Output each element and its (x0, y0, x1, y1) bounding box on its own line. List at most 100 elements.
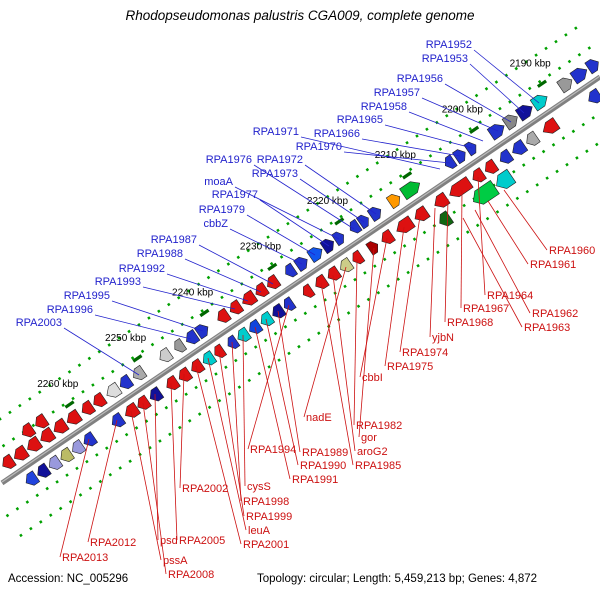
gene-arrow[interactable] (174, 337, 188, 353)
gene-label[interactable]: RPA1982 (356, 420, 402, 432)
gene-arrow[interactable] (381, 228, 396, 245)
gene-label[interactable]: RPA1998 (243, 496, 289, 508)
gene-arrow[interactable] (584, 59, 599, 75)
gene-arrow[interactable] (217, 307, 232, 323)
gene-arrow[interactable] (283, 296, 297, 311)
gene-label[interactable]: RPA1988 (137, 248, 183, 260)
gene-arrow[interactable] (81, 399, 97, 415)
gene-arrow[interactable] (22, 422, 37, 438)
gene-label[interactable]: RPA1995 (64, 290, 110, 302)
gene-arrow[interactable] (319, 238, 334, 255)
gene-label[interactable]: RPA1993 (95, 276, 141, 288)
gene-label[interactable]: moaA (204, 176, 233, 188)
gene-label[interactable]: RPA1999 (246, 511, 292, 523)
gene-label[interactable]: cbbI (362, 372, 383, 384)
gene-arrow[interactable] (37, 462, 52, 478)
gene-arrow[interactable] (501, 114, 518, 131)
gene-arrow[interactable] (125, 401, 142, 418)
gene-arrow[interactable] (137, 394, 152, 410)
gene-arrow[interactable] (133, 364, 148, 381)
gene-arrow[interactable] (293, 256, 308, 273)
gene-arrow[interactable] (48, 454, 64, 470)
gene-arrow[interactable] (260, 310, 276, 327)
gene-arrow[interactable] (35, 413, 50, 429)
gene-label[interactable]: RPA1966 (314, 128, 360, 140)
gene-arrow[interactable] (349, 218, 363, 234)
gene-arrow[interactable] (66, 408, 83, 425)
gene-arrow[interactable] (249, 318, 264, 334)
gene-label[interactable]: RPA1958 (361, 101, 407, 113)
gene-label[interactable]: RPA1974 (402, 347, 448, 359)
gene-label[interactable]: RPA1976 (206, 154, 252, 166)
gene-arrow[interactable] (399, 181, 421, 201)
gene-label[interactable]: yjbN (432, 332, 454, 344)
gene-arrow[interactable] (444, 154, 458, 169)
gene-label[interactable]: RPA2008 (168, 569, 214, 581)
gene-label[interactable]: aroG2 (357, 446, 388, 458)
gene-arrow[interactable] (191, 358, 206, 374)
gene-arrow[interactable] (473, 179, 500, 205)
gene-arrow[interactable] (202, 350, 218, 366)
gene-label[interactable]: RPA1989 (302, 447, 348, 459)
gene-arrow[interactable] (315, 273, 330, 290)
gene-arrow[interactable] (588, 87, 600, 104)
gene-arrow[interactable] (60, 446, 75, 463)
gene-arrow[interactable] (178, 366, 194, 382)
gene-arrow[interactable] (569, 67, 588, 85)
gene-arrow[interactable] (159, 346, 174, 363)
gene-arrow[interactable] (186, 328, 201, 345)
gene-label[interactable]: RPA1962 (532, 308, 578, 320)
gene-label[interactable]: cysS (247, 481, 271, 493)
gene-label[interactable]: RPA1964 (487, 290, 533, 302)
gene-arrow[interactable] (327, 265, 343, 281)
gene-label[interactable]: RPA1970 (296, 141, 342, 153)
gene-label[interactable]: RPA1953 (422, 53, 468, 65)
gene-arrow[interactable] (331, 231, 344, 247)
gene-arrow[interactable] (40, 426, 57, 443)
gene-label[interactable]: psd (160, 535, 178, 547)
gene-arrow[interactable] (111, 411, 127, 428)
gene-arrow[interactable] (255, 281, 270, 298)
gene-label[interactable]: leuA (248, 525, 271, 537)
gene-arrow[interactable] (237, 326, 252, 342)
gene-label[interactable]: RPA1996 (47, 304, 93, 316)
gene-label[interactable]: RPA1977 (212, 189, 258, 201)
gene-arrow[interactable] (414, 205, 431, 222)
gene-arrow[interactable] (439, 210, 455, 227)
gene-label[interactable]: RPA1972 (257, 154, 303, 166)
gene-arrow[interactable] (484, 158, 500, 174)
gene-label[interactable]: RPA1992 (119, 263, 165, 275)
gene-arrow[interactable] (267, 273, 282, 290)
gene-label[interactable]: RPA2012 (90, 537, 136, 549)
gene-label[interactable]: RPA1968 (447, 317, 493, 329)
gene-arrow[interactable] (285, 262, 299, 278)
gene-label[interactable]: RPA1994 (250, 444, 296, 456)
gene-arrow[interactable] (149, 386, 165, 402)
gene-arrow[interactable] (53, 417, 70, 434)
gene-label[interactable]: RPA1991 (292, 474, 338, 486)
gene-label[interactable]: gor (361, 432, 377, 444)
gene-label[interactable]: RPA1961 (530, 259, 576, 271)
gene-arrow[interactable] (486, 124, 505, 141)
gene-label[interactable]: RPA1985 (355, 460, 401, 472)
gene-arrow[interactable] (93, 391, 108, 408)
gene-arrow[interactable] (365, 241, 379, 256)
gene-arrow[interactable] (72, 438, 87, 455)
gene-arrow[interactable] (449, 176, 474, 198)
gene-arrow[interactable] (83, 431, 99, 447)
gene-label[interactable]: RPA2002 (182, 483, 228, 495)
gene-label[interactable]: RPA1987 (151, 234, 197, 246)
gene-label[interactable]: RPA1973 (252, 168, 298, 180)
gene-label[interactable]: RPA1967 (463, 303, 509, 315)
gene-arrow[interactable] (106, 381, 123, 398)
gene-arrow[interactable] (229, 299, 245, 315)
gene-arrow[interactable] (542, 117, 561, 134)
gene-label[interactable]: cbbZ (204, 218, 229, 230)
gene-arrow[interactable] (340, 256, 355, 273)
gene-label[interactable]: RPA1956 (397, 73, 443, 85)
gene-arrow[interactable] (242, 289, 259, 306)
gene-label[interactable]: RPA1952 (426, 39, 472, 51)
gene-arrow[interactable] (385, 193, 401, 210)
gene-arrow[interactable] (2, 453, 17, 469)
gene-label[interactable]: RPA1965 (337, 114, 383, 126)
